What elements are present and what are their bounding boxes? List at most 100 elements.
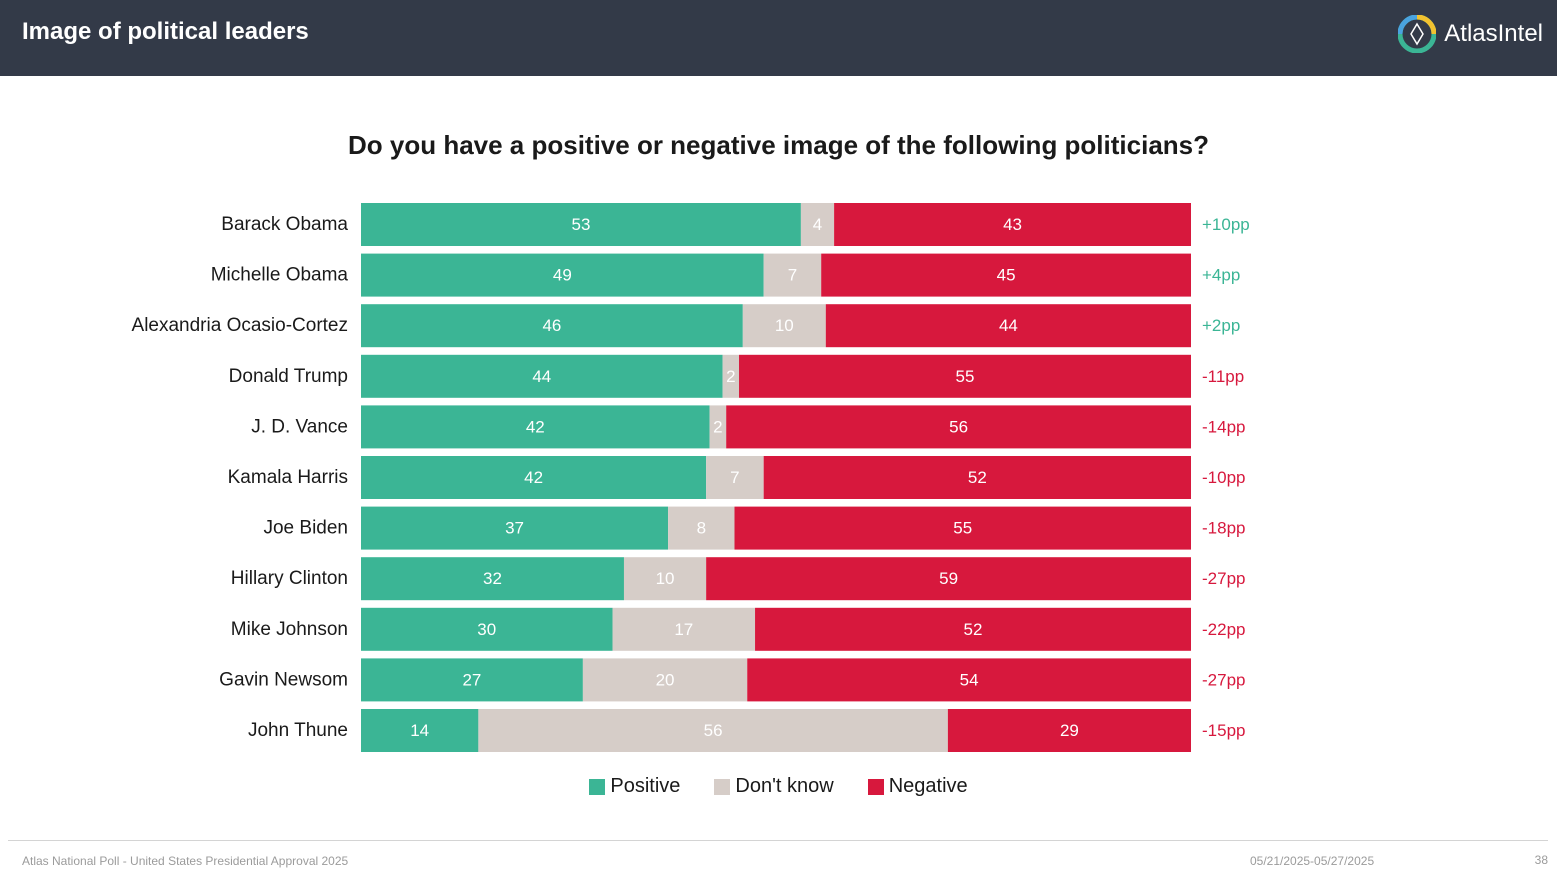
- bar-dont-know-alexandria-ocasio-cortez: [742, 304, 826, 348]
- net-label-joe-biden: -18pp: [1202, 519, 1245, 538]
- data-label-negative-mike-johnson: 52: [964, 620, 983, 639]
- data-label-negative-joe-biden: 55: [953, 519, 972, 538]
- bar-negative-kamala-harris: [763, 456, 1191, 499]
- data-label-dont-know-gavin-newsom: 20: [656, 670, 675, 689]
- bar-positive-gavin-newsom: [361, 658, 583, 702]
- page-number: 38: [1534, 853, 1548, 867]
- bar-positive-joe-biden: [361, 506, 669, 550]
- legend-swatch-negative: [867, 778, 884, 795]
- bar-negative-donald-trump: [739, 354, 1191, 398]
- bar-negative-mike-johnson: [755, 607, 1191, 651]
- bar-dont-know-mike-johnson: [612, 607, 756, 651]
- net-label-hillary-clinton: -27pp: [1202, 569, 1245, 588]
- data-label-negative-barack-obama: 43: [1003, 215, 1022, 234]
- net-label-alexandria-ocasio-cortez: +2pp: [1202, 316, 1240, 335]
- footer-dates: 05/21/2025-05/27/2025: [1250, 854, 1375, 868]
- data-label-dont-know-barack-obama: 4: [813, 215, 822, 234]
- bar-dont-know-john-thune: [478, 709, 948, 752]
- page-title: Image of political leaders: [22, 18, 309, 45]
- category-label-michelle-obama: Michelle Obama: [211, 265, 349, 286]
- data-label-dont-know-kamala-harris: 7: [730, 468, 739, 487]
- category-label-j-d-vance: J. D. Vance: [251, 416, 348, 437]
- net-label-kamala-harris: -10pp: [1202, 468, 1245, 487]
- data-label-positive-j-d-vance: 42: [526, 417, 545, 436]
- net-label-mike-johnson: -22pp: [1202, 620, 1245, 639]
- legend-label-negative: Negative: [888, 775, 968, 797]
- net-label-michelle-obama: +4pp: [1202, 266, 1240, 285]
- net-label-gavin-newsom: -27pp: [1202, 670, 1245, 689]
- data-label-negative-gavin-newsom: 54: [960, 670, 979, 689]
- bar-dont-know-michelle-obama: [763, 253, 822, 297]
- bar-negative-michelle-obama: [821, 253, 1191, 297]
- chart-title: Do you have a positive or negative image…: [347, 130, 1210, 160]
- data-label-positive-hillary-clinton: 32: [483, 569, 502, 588]
- legend-item-dont-know: Don't know: [714, 775, 834, 798]
- footer-divider: [8, 840, 1548, 841]
- legend-swatch-positive: [589, 778, 606, 795]
- category-label-barack-obama: Barack Obama: [221, 214, 348, 235]
- bar-dont-know-hillary-clinton: [623, 557, 707, 601]
- data-label-positive-kamala-harris: 42: [524, 468, 543, 487]
- atlasintel-logo-icon: [1398, 15, 1437, 53]
- net-label-barack-obama: +10pp: [1202, 215, 1250, 234]
- category-label-donald-trump: Donald Trump: [229, 366, 348, 387]
- data-label-negative-j-d-vance: 56: [949, 417, 968, 436]
- data-label-dont-know-michelle-obama: 7: [788, 266, 797, 285]
- bar-positive-michelle-obama: [361, 253, 764, 297]
- net-label-john-thune: -15pp: [1202, 721, 1245, 740]
- net-label-donald-trump: -11pp: [1202, 367, 1244, 386]
- data-label-positive-alexandria-ocasio-cortez: 46: [542, 316, 561, 335]
- bar-dont-know-barack-obama: [800, 203, 835, 246]
- data-label-negative-hillary-clinton: 59: [939, 569, 958, 588]
- bar-positive-mike-johnson: [361, 607, 613, 651]
- legend-label-positive: Positive: [610, 775, 681, 797]
- category-label-alexandria-ocasio-cortez: Alexandria Ocasio-Cortez: [132, 315, 348, 336]
- bar-positive-john-thune: [361, 709, 479, 752]
- data-label-positive-mike-johnson: 30: [477, 620, 496, 639]
- category-label-john-thune: John Thune: [248, 720, 348, 741]
- bar-negative-gavin-newsom: [747, 658, 1191, 702]
- bar-positive-hillary-clinton: [361, 557, 624, 601]
- stacked-bar-chart: Barack Obama 53 4 43 +10pp Michelle Obama 49 7 4…: [132, 203, 1250, 752]
- data-label-positive-joe-biden: 37: [505, 519, 524, 538]
- data-label-positive-gavin-newsom: 27: [462, 670, 481, 689]
- legend-item-positive: Positive: [589, 775, 680, 798]
- bar-negative-hillary-clinton: [706, 557, 1191, 601]
- data-label-negative-alexandria-ocasio-cortez: 44: [999, 316, 1018, 335]
- data-label-negative-donald-trump: 55: [956, 367, 975, 386]
- category-label-hillary-clinton: Hillary Clinton: [231, 568, 348, 589]
- logo-text: AtlasIntel: [1444, 20, 1543, 47]
- bar-positive-alexandria-ocasio-cortez: [361, 304, 743, 348]
- bar-positive-barack-obama: [361, 203, 801, 246]
- category-label-gavin-newsom: Gavin Newsom: [219, 669, 348, 690]
- category-label-joe-biden: Joe Biden: [263, 518, 348, 539]
- category-label-kamala-harris: Kamala Harris: [228, 467, 348, 488]
- bar-negative-barack-obama: [834, 203, 1191, 246]
- bar-negative-j-d-vance: [726, 405, 1191, 449]
- data-label-positive-barack-obama: 53: [571, 215, 590, 234]
- bar-positive-donald-trump: [361, 354, 723, 398]
- legend-label-dont-know: Don't know: [735, 775, 834, 797]
- bar-negative-john-thune: [947, 709, 1191, 752]
- legend-swatch-dont-know: [714, 778, 731, 795]
- bar-dont-know-joe-biden: [668, 506, 735, 550]
- bar-negative-joe-biden: [734, 506, 1191, 550]
- data-label-dont-know-hillary-clinton: 10: [656, 569, 675, 588]
- data-label-positive-john-thune: 14: [410, 721, 429, 740]
- data-label-positive-donald-trump: 44: [532, 367, 551, 386]
- data-label-negative-john-thune: 29: [1060, 721, 1079, 740]
- data-label-dont-know-mike-johnson: 17: [674, 620, 693, 639]
- data-label-dont-know-alexandria-ocasio-cortez: 10: [775, 316, 794, 335]
- data-label-dont-know-joe-biden: 8: [697, 519, 706, 538]
- legend-item-negative: Negative: [867, 775, 968, 798]
- data-label-negative-michelle-obama: 45: [997, 266, 1016, 285]
- bar-positive-j-d-vance: [361, 405, 710, 449]
- atlasintel-logo: AtlasIntel: [1398, 14, 1543, 54]
- bar-positive-kamala-harris: [361, 456, 707, 499]
- net-label-j-d-vance: -14pp: [1202, 417, 1245, 436]
- data-label-negative-kamala-harris: 52: [968, 468, 987, 487]
- data-label-dont-know-j-d-vance: 2: [713, 417, 722, 436]
- category-label-mike-johnson: Mike Johnson: [231, 619, 348, 640]
- header-bar: Image of political leaders AtlasIntel: [0, 0, 1557, 76]
- bar-negative-alexandria-ocasio-cortez: [825, 304, 1191, 348]
